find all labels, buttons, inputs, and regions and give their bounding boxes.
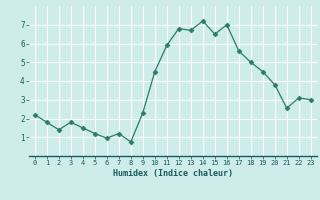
X-axis label: Humidex (Indice chaleur): Humidex (Indice chaleur) <box>113 169 233 178</box>
